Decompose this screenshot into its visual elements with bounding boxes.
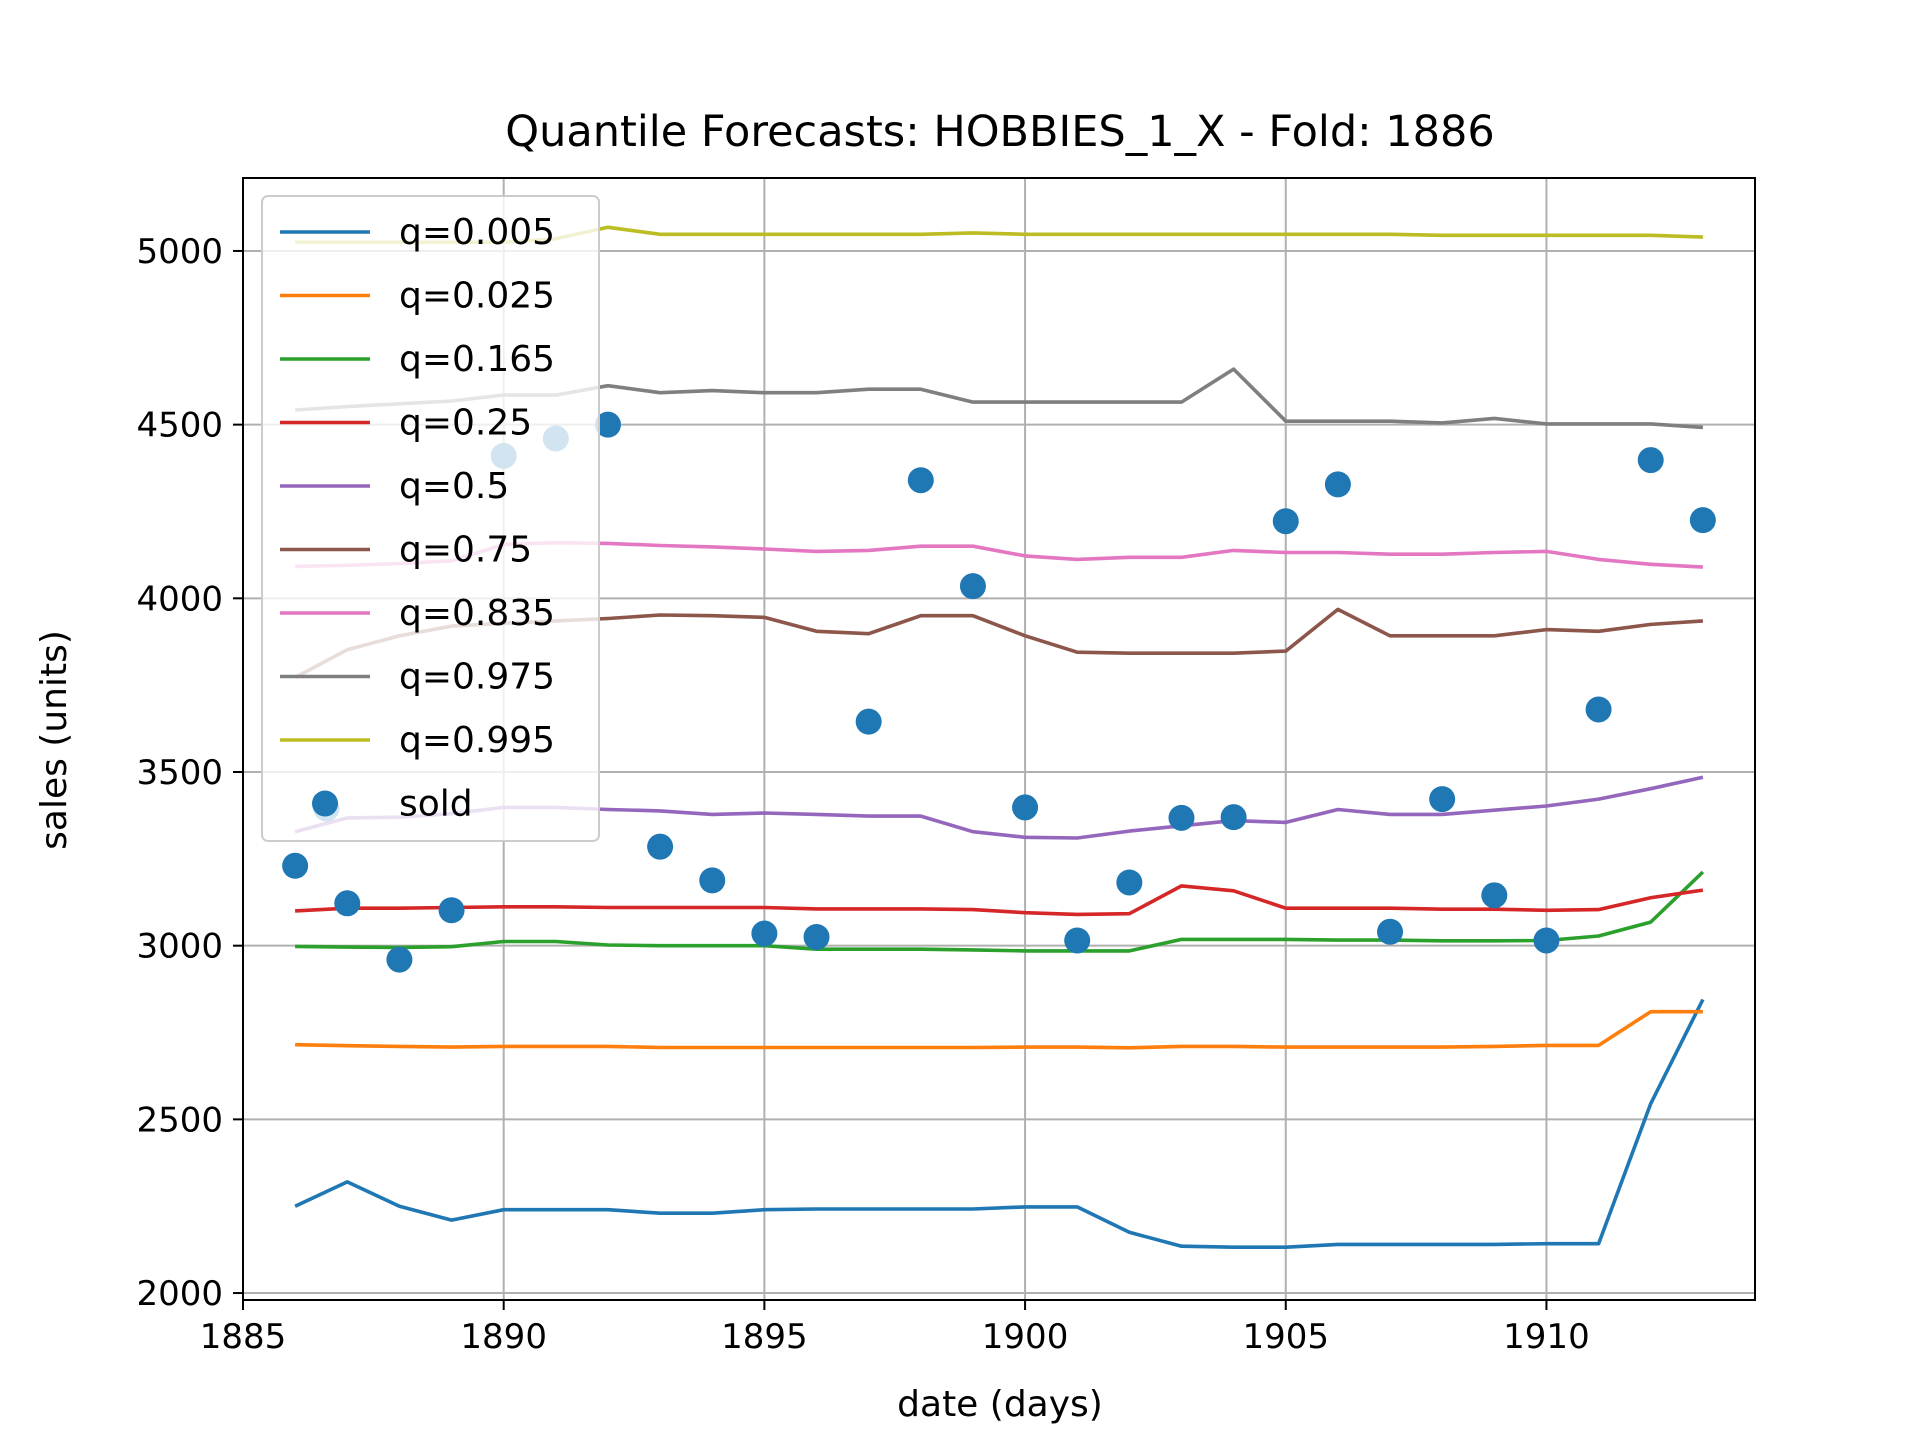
x-tick-label: 1910 — [1503, 1317, 1590, 1357]
sold-point — [1585, 696, 1612, 723]
x-tick-label: 1885 — [200, 1317, 287, 1357]
sold-point — [1689, 507, 1716, 534]
sold-point — [647, 833, 674, 860]
y-tick-label: 5000 — [136, 232, 223, 272]
sold-point — [1012, 794, 1039, 821]
x-axis-title: date (days) — [897, 1384, 1103, 1425]
chart-title: Quantile Forecasts: HOBBIES_1_X - Fold: … — [505, 107, 1494, 157]
x-tick-label: 1890 — [460, 1317, 547, 1357]
legend-label: q=0.5 — [399, 466, 509, 507]
sold-point — [1220, 804, 1247, 831]
plot-frame — [242, 177, 1756, 1301]
sold-point — [594, 411, 621, 438]
y-tick-label: 3500 — [136, 753, 223, 793]
legend-label: q=0.25 — [399, 403, 532, 444]
y-tick-label: 2000 — [136, 1274, 223, 1314]
sold-point — [699, 867, 726, 894]
legend-label: q=0.025 — [399, 276, 555, 317]
sold-points — [282, 411, 1716, 973]
y-tick-label: 4000 — [136, 579, 223, 619]
sold-point — [282, 852, 309, 879]
sold-point — [803, 924, 830, 950]
sold-point — [386, 946, 413, 973]
sold-point — [438, 897, 465, 924]
y-tick-label: 4500 — [136, 406, 223, 446]
series-line-q=0.025 — [295, 1009, 1703, 1050]
axis-ticks: 1885 1890 1895 1900 1905 1910 2000 2500 3000 3500… — [136, 232, 1589, 1357]
legend-swatch — [312, 790, 338, 817]
sold-point — [1064, 927, 1091, 954]
legend-label: q=0.005 — [399, 212, 555, 253]
legend-label: q=0.975 — [399, 657, 555, 698]
series-line-q=0.005 — [294, 998, 1705, 1249]
series-line-q=0.25 — [295, 884, 1704, 917]
sold-point — [1533, 927, 1560, 954]
y-axis-title: sales (units) — [34, 630, 75, 850]
sold-point — [855, 708, 882, 735]
y-tick-label: 2500 — [136, 1100, 223, 1140]
y-tick-label: 3000 — [136, 927, 223, 967]
sold-point — [1324, 471, 1351, 498]
legend: q=0.005 q=0.025 q=0.165 q=0.25 q=0.5 q=0.75 q=… — [261, 195, 600, 842]
sold-point — [1116, 869, 1143, 896]
legend-label: sold — [399, 784, 473, 825]
legend-label: q=0.165 — [399, 339, 555, 380]
legend-label: q=0.835 — [399, 593, 555, 634]
sold-point — [1429, 786, 1456, 813]
x-tick-label: 1905 — [1242, 1317, 1329, 1357]
legend-label: q=0.995 — [399, 720, 555, 761]
sold-point — [1637, 447, 1664, 474]
sold-point — [907, 467, 934, 494]
sold-point — [1168, 804, 1195, 831]
sold-point — [1272, 508, 1299, 535]
x-tick-label: 1900 — [982, 1317, 1069, 1357]
sold-point — [334, 890, 361, 917]
sold-point — [1377, 918, 1404, 945]
sold-point — [1481, 882, 1508, 909]
sold-point — [751, 920, 778, 947]
legend-label: q=0.75 — [399, 530, 532, 571]
sold-point — [959, 573, 986, 600]
series-line-q=0.165 — [295, 870, 1705, 953]
x-tick-label: 1895 — [721, 1317, 808, 1357]
